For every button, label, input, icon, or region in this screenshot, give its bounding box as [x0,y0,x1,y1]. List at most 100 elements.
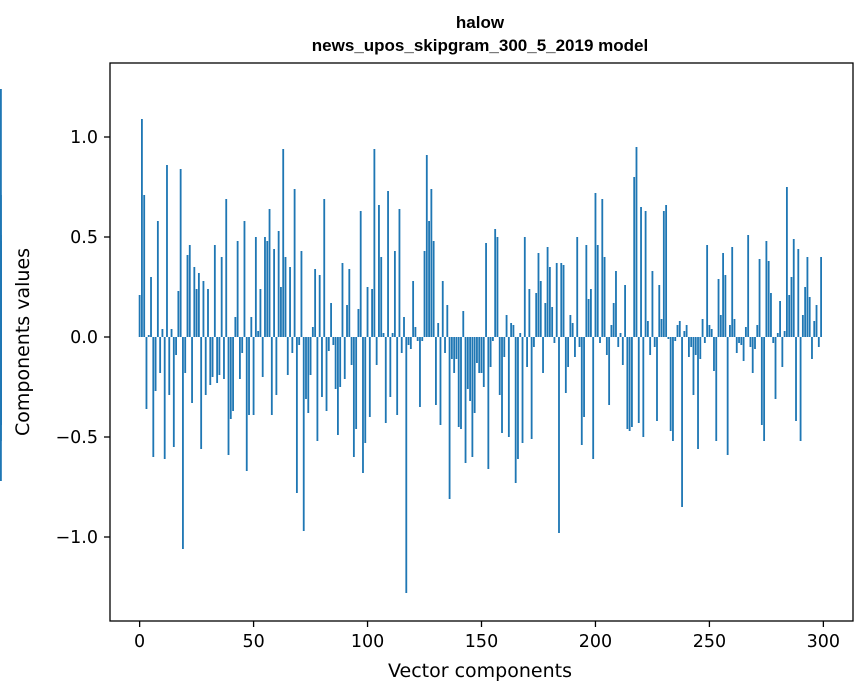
bar-87 [337,337,339,435]
bar-110 [389,337,392,397]
bar-216 [631,337,633,427]
bar-118 [407,337,410,345]
bar-109 [387,191,389,337]
bar-176 [539,281,542,337]
bar-78 [316,337,319,441]
y-axis-label: Components values [12,248,34,436]
bar-55 [264,237,266,337]
bar-274 [763,337,766,441]
bar-42 [234,317,237,337]
bar-235 [674,337,677,341]
bar-96 [357,309,360,337]
bar-63 [282,149,285,337]
bar-160 [503,337,506,357]
bar-224 [649,337,652,355]
bar-19 [182,337,184,549]
bar-178 [544,303,547,337]
bar-100 [366,287,369,337]
bar-296 [813,321,816,337]
bar-86 [334,337,337,389]
bar-105 [378,205,380,337]
bar-153 [487,337,490,469]
bar-28 [202,281,205,337]
bar-272 [758,259,761,337]
bar-36 [220,257,223,337]
bar-123 [419,337,421,407]
x-axis-ticks: 0 50 100 150 200 250 300 [134,621,840,652]
bar-14 [170,329,173,337]
x-tick-label: 150 [465,632,498,652]
bar-9 [159,337,162,373]
bar-167 [519,333,522,337]
bar-208 [612,303,615,337]
bar-140 [457,337,460,427]
bar-142 [462,311,465,337]
bar-135 [446,305,449,337]
bar-90 [343,337,346,379]
bar-220 [640,207,642,337]
bar-255 [719,315,722,337]
bar-37 [223,337,225,379]
bar-56 [266,241,269,337]
bar-132 [439,337,442,425]
bar-183 [555,263,558,337]
chart-title: halow [456,13,505,32]
x-tick-label: 100 [351,632,384,652]
bar-58 [270,337,273,415]
bar-204 [603,257,606,337]
bar-82 [325,337,328,411]
bar-240 [685,325,688,337]
bar-60 [275,337,278,395]
bar-45 [241,337,244,353]
bar-201 [596,245,599,337]
bar-3 [145,337,148,409]
bar-61 [277,231,280,337]
bar-155 [491,337,494,341]
bar-168 [521,337,524,443]
bar-287 [792,239,795,337]
bar-180 [548,267,551,337]
bar-72 [302,337,305,531]
bar-1 [141,119,143,337]
bar-101 [368,337,371,417]
x-tick-label: 0 [134,632,145,652]
bar-151 [482,337,485,387]
bar-266 [744,327,747,337]
bar-217 [633,177,636,337]
bar-18 [179,169,182,337]
bar-134 [444,337,446,353]
bar-75 [309,337,312,375]
y-tick-label: −1.0 [56,528,99,548]
bar-196 [585,245,588,337]
bar-225 [651,271,654,337]
bar-22 [188,245,191,337]
bar-210 [617,337,620,347]
bar-27 [200,337,203,449]
bar-122 [416,337,419,341]
bar-195 [583,337,585,417]
bar-246 [699,337,702,359]
bar-74 [307,337,310,413]
bar-30 [207,289,209,337]
bar-233 [669,337,672,431]
bar-227 [656,337,658,421]
bar-259 [729,325,731,337]
bar-44 [239,337,241,379]
bar-143 [464,337,467,463]
bar-222 [644,211,647,337]
bar-4 [147,335,150,337]
bar-71 [300,251,303,337]
bar-172 [530,337,533,439]
bar-104 [375,337,378,365]
bar-218 [635,147,638,337]
bar-149 [478,337,481,373]
bar-280 [776,333,779,337]
bar-152 [485,243,487,337]
bar-290 [799,337,802,441]
y-tick-label: 1.0 [70,128,98,148]
bar-15 [172,337,175,447]
bar-93 [350,337,353,365]
bar-236 [676,325,679,337]
bar-21 [186,255,189,337]
bar-164 [512,325,515,337]
